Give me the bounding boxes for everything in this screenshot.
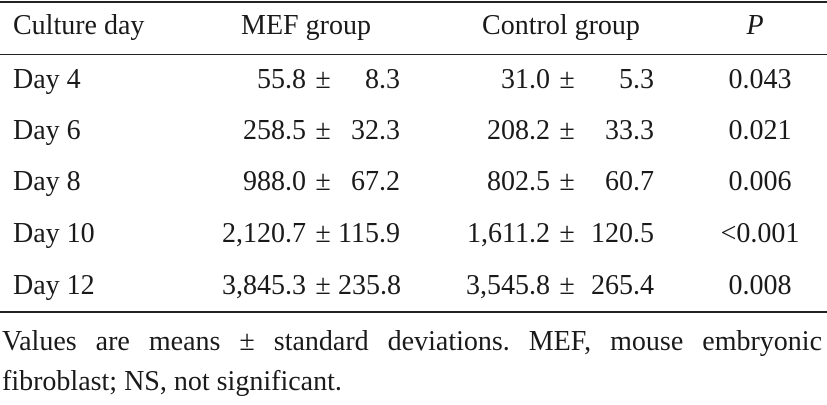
mef-mean-value: 2,120.7 <box>222 218 306 249</box>
table-bottom-rule <box>0 311 827 313</box>
plus-minus-symbol: ± <box>559 218 575 249</box>
p-value: 0.006 <box>728 166 792 197</box>
plus-minus-symbol: ± <box>559 166 575 197</box>
p-value: 0.043 <box>728 64 792 95</box>
header-p-value: P <box>746 10 764 41</box>
p-value: <0.001 <box>720 218 800 249</box>
mef-mean-value: 258.5 <box>243 115 306 146</box>
mef-mean-value: 988.0 <box>243 166 306 197</box>
control-sd-value: 33.3 <box>605 115 654 146</box>
mef-sd-value: 115.9 <box>338 218 400 249</box>
table-footnote: Values are means ± standard deviations. … <box>2 326 822 397</box>
header-control-group: Control group <box>482 10 640 41</box>
header-mef-group: MEF group <box>241 10 371 41</box>
control-mean-value: 1,611.2 <box>467 218 550 249</box>
table-top-rule <box>0 1 827 3</box>
mef-mean-value: 3,845.3 <box>222 270 306 301</box>
mef-sd-value: 32.3 <box>351 115 400 146</box>
row-day-label: Day 12 <box>13 270 95 301</box>
control-sd-value: 60.7 <box>605 166 654 197</box>
plus-minus-symbol: ± <box>559 115 575 146</box>
control-mean-value: 802.5 <box>487 166 550 197</box>
row-day-label: Day 10 <box>13 218 95 249</box>
control-mean-value: 208.2 <box>487 115 550 146</box>
control-sd-value: 5.3 <box>619 64 654 95</box>
control-mean-value: 3,545.8 <box>466 270 550 301</box>
mef-mean-value: 55.8 <box>257 64 306 95</box>
p-value: 0.008 <box>728 270 792 301</box>
p-value: 0.021 <box>728 115 792 146</box>
plus-minus-symbol: ± <box>315 270 331 301</box>
control-sd-value: 120.5 <box>591 218 654 249</box>
control-sd-value: 265.4 <box>591 270 654 301</box>
plus-minus-symbol: ± <box>559 64 575 95</box>
mef-sd-value: 235.8 <box>338 270 401 301</box>
mef-sd-value: 8.3 <box>365 64 400 95</box>
plus-minus-symbol: ± <box>315 166 331 197</box>
row-day-label: Day 8 <box>13 166 81 197</box>
header-culture-day: Culture day <box>13 10 145 41</box>
plus-minus-symbol: ± <box>559 270 575 301</box>
plus-minus-symbol: ± <box>315 115 331 146</box>
mef-sd-value: 67.2 <box>351 166 400 197</box>
row-day-label: Day 4 <box>13 64 81 95</box>
header-rule <box>0 54 827 55</box>
control-mean-value: 31.0 <box>501 64 550 95</box>
plus-minus-symbol: ± <box>315 64 331 95</box>
row-day-label: Day 6 <box>13 115 81 146</box>
plus-minus-symbol: ± <box>315 218 331 249</box>
